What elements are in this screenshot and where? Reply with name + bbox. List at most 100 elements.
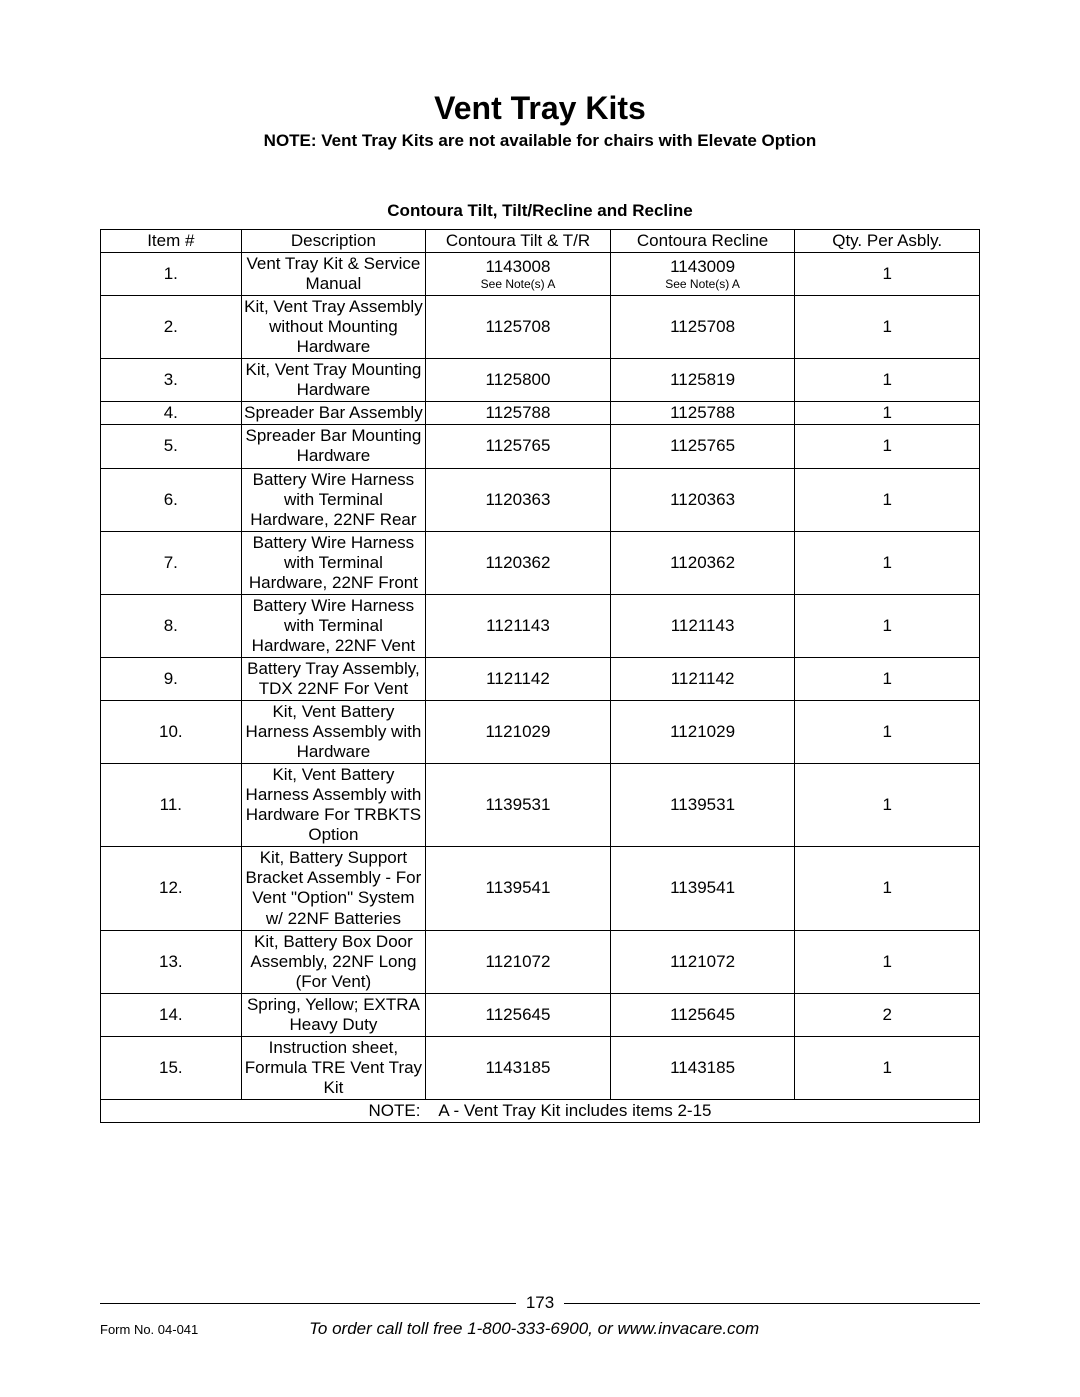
cell-tilt: 1143185 bbox=[426, 1036, 611, 1099]
cell-qty: 1 bbox=[795, 425, 980, 468]
cell-item: 7. bbox=[101, 531, 242, 594]
cell-qty: 1 bbox=[795, 594, 980, 657]
parts-table: Item # Description Contoura Tilt & T/R C… bbox=[100, 229, 980, 1123]
table-row: 6.Battery Wire Harness with Terminal Har… bbox=[101, 468, 980, 531]
page-number: 173 bbox=[526, 1293, 554, 1313]
cell-item: 15. bbox=[101, 1036, 242, 1099]
cell-description: Kit, Vent Battery Harness Assembly with … bbox=[241, 764, 426, 847]
table-row: 4.Spreader Bar Assembly112578811257881 bbox=[101, 402, 980, 425]
cell-description: Kit, Vent Battery Harness Assembly with … bbox=[241, 701, 426, 764]
table-row: 15.Instruction sheet, Formula TRE Vent T… bbox=[101, 1036, 980, 1099]
cell-description: Kit, Vent Tray Mounting Hardware bbox=[241, 359, 426, 402]
cell-item: 4. bbox=[101, 402, 242, 425]
cell-description: Battery Tray Assembly, TDX 22NF For Vent bbox=[241, 657, 426, 700]
table-row: 9.Battery Tray Assembly, TDX 22NF For Ve… bbox=[101, 657, 980, 700]
cell-recline: 1120362 bbox=[610, 531, 795, 594]
cell-qty: 1 bbox=[795, 296, 980, 359]
cell-recline: 1139541 bbox=[610, 847, 795, 930]
cell-tilt: 1125800 bbox=[426, 359, 611, 402]
cell-description: Spreader Bar Assembly bbox=[241, 402, 426, 425]
table-row: 7.Battery Wire Harness with Terminal Har… bbox=[101, 531, 980, 594]
table-row: 5.Spreader Bar Mounting Hardware11257651… bbox=[101, 425, 980, 468]
col-header-description: Description bbox=[241, 230, 426, 253]
cell-description: Spreader Bar Mounting Hardware bbox=[241, 425, 426, 468]
cell-item: 2. bbox=[101, 296, 242, 359]
cell-item: 5. bbox=[101, 425, 242, 468]
cell-item: 11. bbox=[101, 764, 242, 847]
footer-rule: 173 bbox=[100, 1293, 980, 1313]
cell-tilt: 1120363 bbox=[426, 468, 611, 531]
page-title: Vent Tray Kits bbox=[100, 90, 980, 127]
footer-line-right bbox=[564, 1303, 980, 1304]
cell-item: 1. bbox=[101, 253, 242, 296]
cell-item: 14. bbox=[101, 993, 242, 1036]
table-header-row: Item # Description Contoura Tilt & T/R C… bbox=[101, 230, 980, 253]
cell-qty: 1 bbox=[795, 1036, 980, 1099]
cell-description: Kit, Battery Box Door Assembly, 22NF Lon… bbox=[241, 930, 426, 993]
cell-recline: 1125708 bbox=[610, 296, 795, 359]
cell-tilt: 1125765 bbox=[426, 425, 611, 468]
form-number: Form No. 04-041 bbox=[100, 1322, 198, 1337]
col-header-item: Item # bbox=[101, 230, 242, 253]
cell-item: 8. bbox=[101, 594, 242, 657]
footer-line-left bbox=[100, 1303, 516, 1304]
cell-item: 10. bbox=[101, 701, 242, 764]
cell-item: 13. bbox=[101, 930, 242, 993]
table-subheading: Contoura Tilt, Tilt/Recline and Recline bbox=[100, 201, 980, 221]
col-header-tilt: Contoura Tilt & T/R bbox=[426, 230, 611, 253]
cell-description: Kit, Vent Tray Assembly without Mounting… bbox=[241, 296, 426, 359]
table-row: 2.Kit, Vent Tray Assembly without Mounti… bbox=[101, 296, 980, 359]
cell-qty: 1 bbox=[795, 531, 980, 594]
cell-tilt: 1120362 bbox=[426, 531, 611, 594]
cell-item: 12. bbox=[101, 847, 242, 930]
cell-item: 3. bbox=[101, 359, 242, 402]
cell-recline: 1125819 bbox=[610, 359, 795, 402]
col-header-recline: Contoura Recline bbox=[610, 230, 795, 253]
cell-tilt: 1121143 bbox=[426, 594, 611, 657]
table-row: 3.Kit, Vent Tray Mounting Hardware112580… bbox=[101, 359, 980, 402]
cell-recline: 1121142 bbox=[610, 657, 795, 700]
cell-recline: 1125765 bbox=[610, 425, 795, 468]
availability-note: NOTE: Vent Tray Kits are not available f… bbox=[100, 131, 980, 151]
cell-qty: 1 bbox=[795, 701, 980, 764]
cell-qty: 1 bbox=[795, 930, 980, 993]
cell-recline: 1121029 bbox=[610, 701, 795, 764]
cell-qty: 1 bbox=[795, 657, 980, 700]
table-footnote-row: NOTE: A - Vent Tray Kit includes items 2… bbox=[101, 1099, 980, 1122]
cell-description: Battery Wire Harness with Terminal Hardw… bbox=[241, 468, 426, 531]
table-row: 13.Kit, Battery Box Door Assembly, 22NF … bbox=[101, 930, 980, 993]
cell-recline: 1121143 bbox=[610, 594, 795, 657]
cell-tilt: 1125708 bbox=[426, 296, 611, 359]
cell-item: 6. bbox=[101, 468, 242, 531]
cell-qty: 1 bbox=[795, 468, 980, 531]
cell-tilt: 1125645 bbox=[426, 993, 611, 1036]
table-footnote: NOTE: A - Vent Tray Kit includes items 2… bbox=[101, 1099, 980, 1122]
cell-qty: 1 bbox=[795, 402, 980, 425]
table-row: 14.Spring, Yellow; EXTRA Heavy Duty11256… bbox=[101, 993, 980, 1036]
cell-tilt: 1125788 bbox=[426, 402, 611, 425]
table-row: 11.Kit, Vent Battery Harness Assembly wi… bbox=[101, 764, 980, 847]
cell-tilt: 1121029 bbox=[426, 701, 611, 764]
cell-description: Vent Tray Kit & Service Manual bbox=[241, 253, 426, 296]
cell-recline: 1125645 bbox=[610, 993, 795, 1036]
table-row: 8.Battery Wire Harness with Terminal Har… bbox=[101, 594, 980, 657]
cell-tilt: 1143008See Note(s) A bbox=[426, 253, 611, 296]
cell-recline: 1121072 bbox=[610, 930, 795, 993]
table-row: 10.Kit, Vent Battery Harness Assembly wi… bbox=[101, 701, 980, 764]
cell-item: 9. bbox=[101, 657, 242, 700]
cell-description: Kit, Battery Support Bracket Assembly - … bbox=[241, 847, 426, 930]
cell-recline: 1143009See Note(s) A bbox=[610, 253, 795, 296]
cell-qty: 1 bbox=[795, 764, 980, 847]
cell-recline: 1143185 bbox=[610, 1036, 795, 1099]
cell-qty: 1 bbox=[795, 359, 980, 402]
cell-recline: 1125788 bbox=[610, 402, 795, 425]
cell-description: Instruction sheet, Formula TRE Vent Tray… bbox=[241, 1036, 426, 1099]
cell-tilt: 1139541 bbox=[426, 847, 611, 930]
cell-recline: 1120363 bbox=[610, 468, 795, 531]
cell-qty: 1 bbox=[795, 847, 980, 930]
page-footer: 173 Form No. 04-041 To order call toll f… bbox=[100, 1293, 980, 1339]
cell-tilt: 1121072 bbox=[426, 930, 611, 993]
cell-recline: 1139531 bbox=[610, 764, 795, 847]
order-contact: To order call toll free 1-800-333-6900, … bbox=[198, 1319, 870, 1339]
cell-tilt: 1121142 bbox=[426, 657, 611, 700]
